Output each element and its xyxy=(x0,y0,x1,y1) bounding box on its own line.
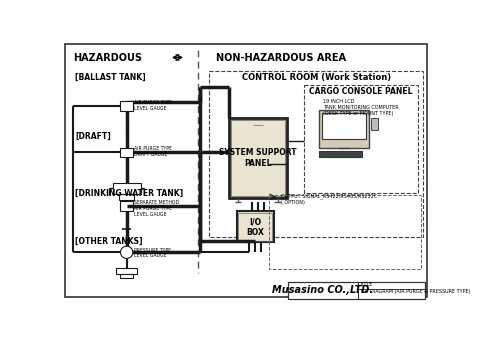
Bar xyxy=(229,118,287,198)
Text: [DRAFT]: [DRAFT] xyxy=(75,131,111,140)
Text: [BALLAST TANK]: [BALLAST TANK] xyxy=(75,73,146,82)
Text: NON-HAZARDOUS AREA: NON-HAZARDOUS AREA xyxy=(216,53,346,63)
Circle shape xyxy=(120,246,133,259)
Bar xyxy=(288,282,425,298)
Text: SYSTEM SUPPORT
PANEL: SYSTEM SUPPORT PANEL xyxy=(219,148,297,168)
Bar xyxy=(116,268,137,274)
Bar xyxy=(304,85,418,193)
Text: OUTPUT SIGNAL_RS422/RS485/RS232C
( OPTION): OUTPUT SIGNAL_RS422/RS485/RS232C ( OPTIO… xyxy=(281,194,377,205)
Text: CONTROL ROOM (Work Station): CONTROL ROOM (Work Station) xyxy=(241,73,391,82)
Text: I/O
BOX: I/O BOX xyxy=(246,217,264,237)
Bar xyxy=(209,71,423,237)
Text: HAZARDOUS: HAZARDOUS xyxy=(73,53,142,63)
Bar xyxy=(238,213,272,241)
Bar xyxy=(120,101,133,111)
Bar xyxy=(120,274,133,279)
Text: CARGO CONSOLE PANEL: CARGO CONSOLE PANEL xyxy=(309,87,412,96)
Text: TLG DIAGRAM (AIR PURGE & PRESSURE TYPE): TLG DIAGRAM (AIR PURGE & PRESSURE TYPE) xyxy=(359,289,471,294)
Bar xyxy=(319,151,361,157)
Text: TITLE: TITLE xyxy=(359,282,372,287)
Text: Musasino CO.,LTD.: Musasino CO.,LTD. xyxy=(273,285,373,295)
Bar xyxy=(113,183,141,194)
Text: 19 INCH LCD
TANK MONITORING COMPUTER
(DESK TYPE or MOUNT TYPE): 19 INCH LCD TANK MONITORING COMPUTER (DE… xyxy=(323,99,398,116)
Bar xyxy=(371,118,378,130)
Text: [DRINKING WATER TANK]: [DRINKING WATER TANK] xyxy=(75,188,183,197)
Bar xyxy=(237,212,274,242)
Text: SEPARATE METHOD
AIR PURGE TYPE
LEVEL GAUGE: SEPARATE METHOD AIR PURGE TYPE LEVEL GAU… xyxy=(134,200,180,217)
Bar xyxy=(319,110,369,148)
Text: AIR PURGE TYPE
DRAFT GAUGE: AIR PURGE TYPE DRAFT GAUGE xyxy=(134,146,172,157)
Text: PRESSURE TYPE
LEVEL GAUGE: PRESSURE TYPE LEVEL GAUGE xyxy=(134,248,171,259)
Bar xyxy=(322,113,366,139)
Bar xyxy=(120,148,133,157)
Bar xyxy=(119,194,134,200)
Bar xyxy=(231,120,285,196)
Bar xyxy=(269,195,421,269)
Text: [OTHER TANKS]: [OTHER TANKS] xyxy=(75,237,143,246)
Text: AIR PURGE TYPE
LEVEL GAUGE: AIR PURGE TYPE LEVEL GAUGE xyxy=(134,100,172,111)
Bar xyxy=(120,201,133,211)
